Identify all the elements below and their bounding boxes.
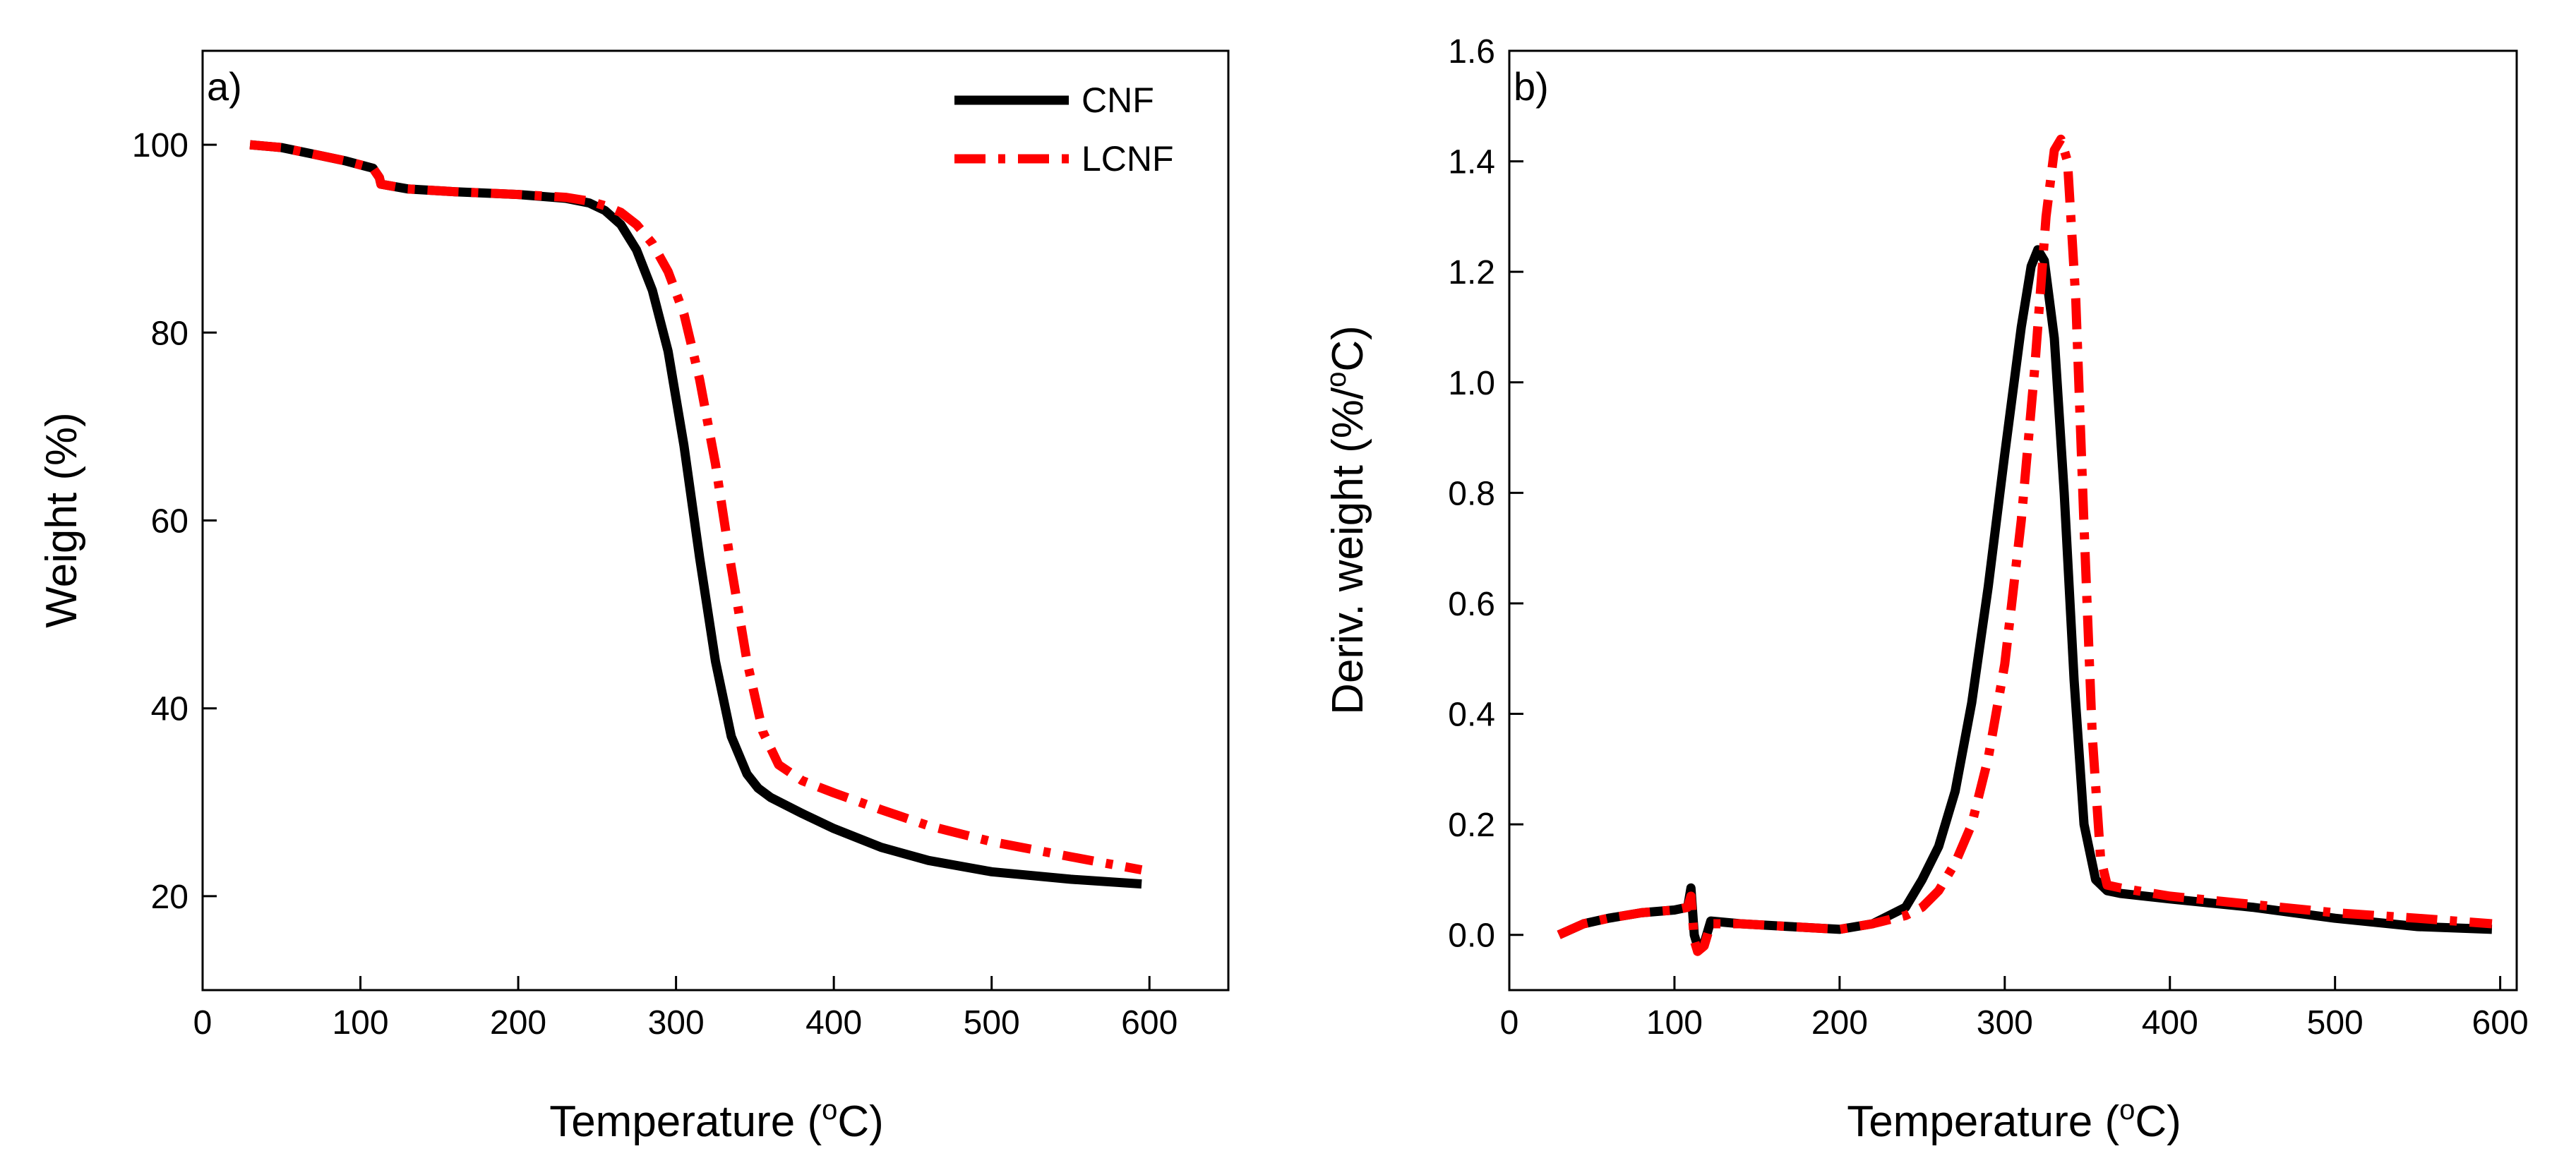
panel-b-x-tick-label: 200 — [1811, 1004, 1868, 1042]
panel-a-series-group — [249, 140, 1143, 889]
panel-a-x-tick-label: 300 — [648, 1004, 705, 1042]
panel-b-x-tick-label: 600 — [2472, 1004, 2529, 1042]
panel-a-x-tick-label: 400 — [805, 1004, 862, 1042]
panel-b-y-tick-label: 0.2 — [1448, 807, 1495, 844]
panel-a-legend: CNF LCNF — [954, 80, 1174, 179]
panel-b-y-tick-label: 1.2 — [1448, 254, 1495, 291]
panel-a-y-tick-label: 40 — [151, 691, 188, 728]
panel-b-x-axis-title: Temperature (oC) — [1847, 1095, 2181, 1146]
panel-b-y-tick-label: 0.8 — [1448, 475, 1495, 512]
panel-b-y-tick-label: 1.6 — [1448, 33, 1495, 71]
panel-a-x-tick-label: 500 — [964, 1004, 1020, 1042]
panel-a-label: a) — [207, 64, 242, 109]
panel-a-y-axis-title: Weight (%) — [37, 412, 86, 628]
panel-b-y-tick-label: 1.0 — [1448, 365, 1495, 402]
panel-b-y-tick-label: 1.4 — [1448, 144, 1495, 181]
panel-b-series-group — [1557, 134, 2493, 956]
panel-a-weight-chart: 0 100 200 300 400 500 600 20 40 60 80 100 a) CNF LC… — [37, 49, 1230, 1146]
panel-b-series-lcnf-line — [1557, 134, 2493, 956]
panel-a-x-axis-title: Temperature (oC) — [549, 1095, 884, 1146]
legend-label-lcnf: LCNF — [1082, 139, 1174, 179]
panel-b-label: b) — [1514, 64, 1549, 109]
panel-a-series-lcnf-line — [249, 140, 1143, 874]
panel-a-x-tick-label: 100 — [332, 1004, 388, 1042]
legend-label-cnf: CNF — [1082, 80, 1154, 120]
panel-a-y-tick-label: 100 — [132, 127, 188, 164]
panel-b-x-tick-label: 500 — [2307, 1004, 2364, 1042]
panel-b-x-tick-label: 100 — [1646, 1004, 1703, 1042]
panel-b-ticks: 0 100 200 300 400 500 600 0.0 0.2 0.4 0.6 0.8 1.0 1.2… — [1448, 33, 2528, 1042]
panel-a-x-tick-label: 0 — [193, 1004, 212, 1042]
panel-b-y-tick-label: 0.4 — [1448, 697, 1495, 734]
panel-b-derivative-chart: 0 100 200 300 400 500 600 0.0 0.2 0.4 0.6 0.8 1.0 1.2… — [1321, 33, 2529, 1146]
panel-a-y-tick-label: 20 — [151, 879, 188, 916]
panel-b-plot-frame — [1508, 49, 2518, 992]
panel-a-x-tick-label: 600 — [1121, 1004, 1178, 1042]
panel-b-x-tick-label: 400 — [2142, 1004, 2198, 1042]
panel-b-y-tick-label: 0.6 — [1448, 586, 1495, 623]
panel-a-y-tick-label: 80 — [151, 315, 188, 352]
panel-b-y-axis-title: Deriv. weight (%/oC) — [1321, 325, 1372, 715]
panel-b-x-tick-label: 300 — [1977, 1004, 2033, 1042]
panel-a-y-tick-label: 60 — [151, 503, 188, 541]
panel-a-x-tick-label: 200 — [490, 1004, 546, 1042]
panel-a-ticks: 0 100 200 300 400 500 600 20 40 60 80 100 — [132, 127, 1178, 1042]
panel-b-y-tick-label: 0.0 — [1448, 917, 1495, 955]
panel-b-x-tick-label: 0 — [1500, 1004, 1519, 1042]
